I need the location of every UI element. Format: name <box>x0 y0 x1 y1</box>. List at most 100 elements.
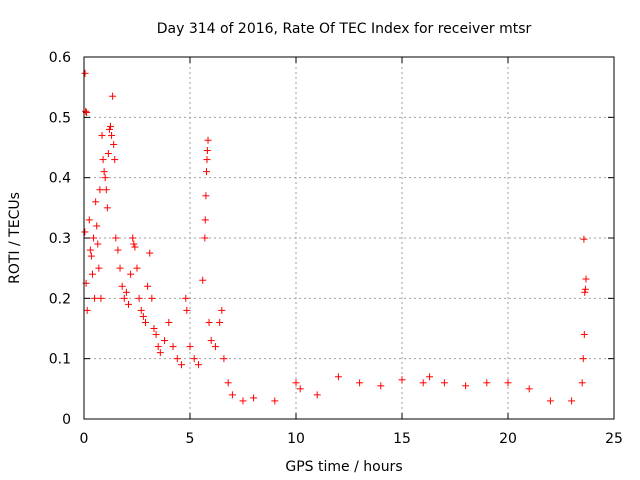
data-point <box>131 243 139 251</box>
data-point <box>122 288 130 296</box>
data-point <box>169 343 177 351</box>
data-point <box>130 240 138 248</box>
data-point <box>109 92 117 100</box>
data-point <box>218 306 226 314</box>
data-point <box>81 228 89 236</box>
data-point <box>101 174 109 182</box>
chart-title: Day 314 of 2016, Rate Of TEC Index for r… <box>157 21 532 37</box>
data-point <box>292 379 300 387</box>
data-point <box>582 275 590 283</box>
data-point <box>161 337 169 345</box>
data-point <box>203 168 211 176</box>
data-point <box>296 385 304 393</box>
data-point <box>90 234 98 242</box>
data-point <box>201 216 209 224</box>
data-point <box>144 282 152 290</box>
data-point <box>133 264 141 272</box>
data-point <box>86 246 94 254</box>
data-point <box>120 294 128 302</box>
data-point <box>82 107 90 115</box>
data-point <box>203 147 211 155</box>
data-point <box>91 294 99 302</box>
data-point <box>148 294 156 302</box>
data-point <box>199 276 207 284</box>
data-point <box>204 136 212 144</box>
x-tick-label: 0 <box>80 431 89 447</box>
data-point <box>202 192 210 200</box>
data-point <box>105 125 113 133</box>
data-point <box>580 331 588 339</box>
data-point <box>99 156 107 164</box>
data-point <box>165 318 173 326</box>
data-point <box>504 379 512 387</box>
data-point <box>579 355 587 363</box>
data-point <box>334 373 342 381</box>
data-point <box>100 168 108 176</box>
data-point <box>150 325 158 332</box>
y-axis-label: ROTI / TECUs <box>7 192 23 284</box>
data-point <box>271 397 279 405</box>
data-point <box>129 234 137 242</box>
data-point <box>483 379 491 387</box>
data-point <box>205 318 213 326</box>
y-tick-labels: 0 0.1 0.2 0.3 0.4 0.5 0.6 <box>49 50 71 428</box>
data-point <box>250 394 258 402</box>
grid-lines <box>84 57 614 419</box>
data-point <box>183 306 191 314</box>
data-point <box>96 186 104 194</box>
data-point <box>156 349 164 357</box>
data-point <box>81 69 89 77</box>
data-point <box>581 285 589 293</box>
data-point <box>224 379 232 387</box>
data-point <box>88 270 96 278</box>
data-point <box>178 361 186 369</box>
data-point <box>568 397 576 405</box>
data-point <box>216 318 224 326</box>
y-tick-label: 0.3 <box>49 231 71 247</box>
data-point <box>426 373 434 381</box>
data-point <box>239 397 247 405</box>
data-point <box>107 122 114 130</box>
data-point <box>92 198 100 206</box>
data-point <box>85 216 93 224</box>
data-point <box>94 240 102 248</box>
data-point <box>440 379 448 387</box>
data-point <box>356 379 364 387</box>
data-point <box>112 234 120 242</box>
data-point <box>182 294 190 302</box>
data-point <box>146 249 154 257</box>
data-point <box>207 337 215 345</box>
data-point <box>135 294 143 302</box>
y-tick-label: 0.6 <box>49 50 71 66</box>
data-point <box>313 391 321 399</box>
x-tick-label: 25 <box>605 431 623 447</box>
data-point <box>110 140 118 148</box>
x-axis-label: GPS time / hours <box>285 459 402 475</box>
data-point <box>152 331 160 339</box>
data-point <box>580 235 588 243</box>
y-tick-label: 0.2 <box>49 291 71 307</box>
data-point <box>398 376 406 384</box>
data-point <box>194 361 202 369</box>
data-point <box>93 222 101 230</box>
data-point <box>419 379 427 387</box>
y-tick-label: 0.4 <box>49 171 71 187</box>
data-point <box>95 264 103 272</box>
x-tick-label: 15 <box>393 431 411 447</box>
data-point <box>116 264 124 272</box>
data-point <box>127 270 135 278</box>
data-point <box>525 385 533 393</box>
y-tick-label: 0.5 <box>49 110 71 126</box>
y-tick-label: 0 <box>62 412 71 428</box>
data-point <box>98 131 106 139</box>
data-point <box>97 294 105 302</box>
data-point <box>190 355 198 363</box>
data-point <box>83 306 91 314</box>
data-point <box>118 282 126 290</box>
x-tick-label: 10 <box>287 431 305 447</box>
data-point <box>103 204 111 212</box>
data-point <box>141 318 149 326</box>
data-point <box>173 355 181 363</box>
data-point <box>114 246 122 254</box>
